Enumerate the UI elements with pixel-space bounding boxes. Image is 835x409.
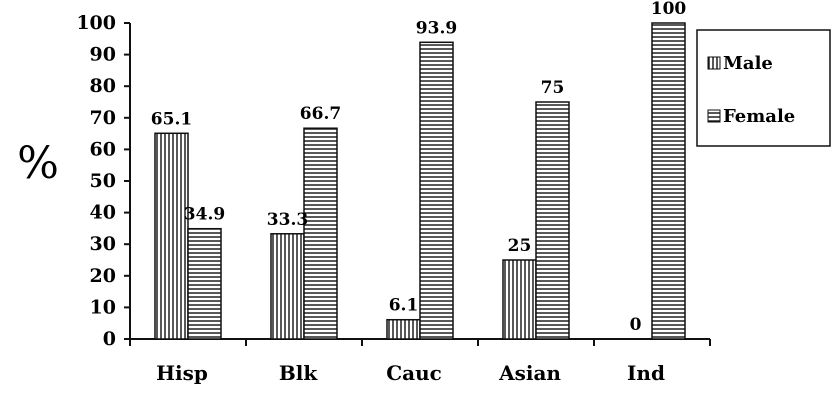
- data-label-male-asian: 25: [508, 236, 532, 256]
- data-label-male-hisp: 65.1: [151, 109, 192, 129]
- bar-female-hisp: [187, 227, 222, 340]
- bars: [154, 22, 686, 340]
- data-label-female-ind: 100: [651, 0, 687, 19]
- category-label-cauc: Cauc: [386, 361, 442, 385]
- y-tick-label-0: 0: [103, 328, 116, 350]
- data-label-female-blk: 66.7: [300, 104, 341, 124]
- y-tick-label-80: 80: [90, 75, 116, 97]
- data-label-female-cauc: 93.9: [416, 18, 457, 38]
- bar-male-hisp: [154, 132, 189, 340]
- legend: Male Female: [696, 29, 831, 147]
- y-tick-label-20: 20: [90, 265, 116, 287]
- data-label-male-ind: 0: [630, 315, 642, 335]
- category-label-hisp: Hisp: [156, 361, 208, 385]
- data-label-male-cauc: 6.1: [389, 296, 419, 316]
- category-label-ind: Ind: [627, 361, 665, 385]
- bar-female-cauc: [419, 41, 454, 340]
- y-tick-label-100: 100: [76, 12, 116, 34]
- legend-swatch-male: [707, 56, 721, 70]
- axes: 0 10 20 30 40 50 60 70 80 90 100 Hisp Blk Cauc Asian In…: [76, 12, 711, 385]
- bar-female-blk: [303, 127, 338, 340]
- y-tick-label-70: 70: [90, 107, 116, 129]
- bar-male-blk: [270, 233, 305, 340]
- legend-label-female: Female: [723, 106, 795, 127]
- bar-male-asian: [502, 259, 537, 340]
- data-label-female-asian: 75: [541, 78, 565, 98]
- data-labels: 65.1 34.9 33.3 66.7 6.1 93.9 25 75 0 100: [151, 0, 687, 335]
- y-axis-label: %: [17, 138, 59, 189]
- category-label-blk: Blk: [279, 361, 319, 385]
- legend-box: [696, 29, 831, 147]
- category-label-asian: Asian: [498, 361, 561, 385]
- legend-label-male: Male: [723, 53, 773, 74]
- y-tick-label-40: 40: [90, 202, 116, 224]
- y-tick-label-90: 90: [90, 44, 116, 66]
- legend-swatch-female: [707, 109, 721, 123]
- bar-male-cauc: [386, 318, 421, 340]
- data-label-female-hisp: 34.9: [184, 205, 225, 225]
- bar-female-asian: [535, 101, 570, 340]
- y-tick-label-50: 50: [90, 170, 116, 192]
- bar-female-ind: [651, 22, 686, 340]
- data-label-male-blk: 33.3: [267, 210, 308, 230]
- y-tick-label-30: 30: [90, 233, 116, 255]
- y-tick-label-60: 60: [90, 138, 116, 160]
- y-tick-label-10: 10: [90, 296, 116, 318]
